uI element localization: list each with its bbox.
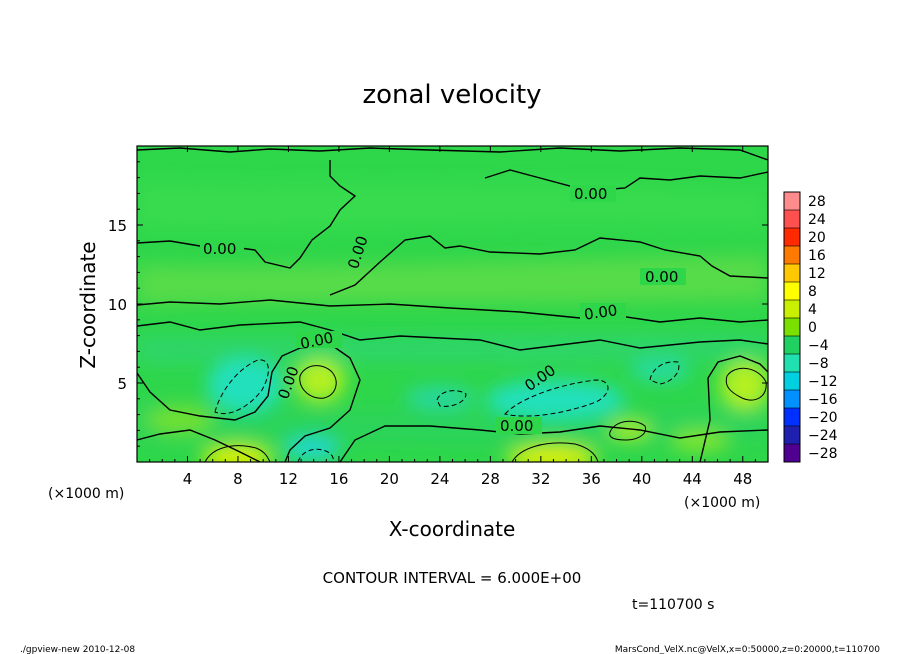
x-tick-label: 48 xyxy=(733,470,752,488)
x-tick-label: 20 xyxy=(380,470,399,488)
colorbar-label: 12 xyxy=(808,266,826,282)
contour-negative-cell-3 xyxy=(649,361,680,385)
colorbar-label: 0 xyxy=(808,320,817,336)
colorbar-swatch xyxy=(784,354,800,372)
time-label: t=110700 s xyxy=(632,597,714,613)
shade-positive-7 xyxy=(670,428,730,452)
contour-zero-mid xyxy=(137,299,768,323)
colorbar-swatch xyxy=(784,408,800,426)
x-tick-label: 8 xyxy=(233,470,243,488)
contour-label: 0.00 xyxy=(500,417,533,435)
contour-negative-lines xyxy=(214,359,680,462)
contour-zero-upper-right xyxy=(484,169,768,191)
colorbar-label: −28 xyxy=(808,446,838,462)
plot-area: 0.00 0.00 0.00 0.00 0.00 0.00 0.00 0.00 … xyxy=(137,146,768,462)
x-tick-label: 12 xyxy=(279,470,298,488)
contour-zero-bottom-left xyxy=(137,429,261,462)
x-axis: 4 8 12 16 20 24 28 32 36 40 44 48 xyxy=(149,146,756,488)
contour-negative-cell-5 xyxy=(297,448,334,462)
colorbar-frame xyxy=(783,191,801,463)
y-tick-label: 15 xyxy=(108,217,127,235)
colorbar-swatch xyxy=(784,300,800,318)
colorbar-swatch xyxy=(784,426,800,444)
colorbar-label: −8 xyxy=(808,356,829,372)
shade-positive-4 xyxy=(507,444,597,462)
contour-negative-cell-4 xyxy=(436,390,467,407)
colorbar-swatch xyxy=(784,228,800,246)
y-tick-label: 10 xyxy=(108,296,127,314)
shade-negative-3 xyxy=(630,358,690,382)
colorbar-swatch xyxy=(784,390,800,408)
shading-field xyxy=(137,180,768,462)
contour-negative-cell-1 xyxy=(214,359,269,414)
contour-label: 0.00 xyxy=(645,268,678,286)
contour-negative-cell-2 xyxy=(504,379,609,417)
colorbar-label: 28 xyxy=(808,194,826,210)
colorbar-label: 20 xyxy=(808,230,826,246)
shade-positive-2 xyxy=(720,360,768,410)
shade-band-mid-light xyxy=(137,255,768,305)
shade-negative-1 xyxy=(207,357,283,413)
colorbar: 28 24 20 16 12 8 4 0 −4 −8 −12 −16 −20 −24 −28 xyxy=(783,191,838,463)
contour-positive-cell-2 xyxy=(725,367,767,401)
contour-zero-top xyxy=(137,147,768,161)
y-axis-label: Z-coordinate xyxy=(76,241,100,368)
colorbar-swatch xyxy=(784,372,800,390)
y-tick-label: 5 xyxy=(117,375,127,393)
x-tick-label: 4 xyxy=(183,470,193,488)
y-axis: 5 10 15 xyxy=(108,161,768,447)
colorbar-label: −24 xyxy=(808,428,838,444)
x-unit-label: (×1000 m) xyxy=(48,486,124,502)
shade-positive-1 xyxy=(295,358,345,402)
shade-positive-6 xyxy=(145,405,215,435)
x-tick-label: 16 xyxy=(329,470,348,488)
contour-zero-right xyxy=(699,355,768,462)
shade-positive-5 xyxy=(608,420,652,440)
contour-positive-cell-3 xyxy=(204,445,271,462)
x-tick-label: 40 xyxy=(632,470,651,488)
footer-right: MarsCond_VelX.nc@VelX,x=0:50000,z=0:2000… xyxy=(615,645,880,654)
colorbar-swatch xyxy=(784,264,800,282)
contour-interval: CONTOUR INTERVAL = 6.000E+00 xyxy=(323,569,582,587)
chart-title: zonal velocity xyxy=(362,80,541,110)
colorbar-swatch xyxy=(784,336,800,354)
colorbar-label: 4 xyxy=(808,302,817,318)
contour-label: 0.00 xyxy=(574,185,607,203)
x-tick-label: 32 xyxy=(531,470,550,488)
contour-positive-cell-4 xyxy=(511,442,599,462)
colorbar-label: 16 xyxy=(808,248,826,264)
contour-positive-cell-5 xyxy=(609,420,647,441)
contour-positive-cell-1 xyxy=(299,365,337,399)
contour-label: 0.00 xyxy=(203,240,236,258)
footer-left: ./gpview-new 2010-12-08 xyxy=(20,645,135,654)
x-tick-label: 36 xyxy=(582,470,601,488)
shade-negative-5 xyxy=(405,386,475,410)
x-tick-label: 44 xyxy=(683,470,702,488)
colorbar-label: −20 xyxy=(808,410,838,426)
colorbar-swatch xyxy=(784,210,800,228)
colorbar-label: 8 xyxy=(808,284,817,300)
colorbar-label: 24 xyxy=(808,212,826,228)
shade-band-upper xyxy=(137,180,768,232)
colorbar-label: −12 xyxy=(808,374,838,390)
colorbar-swatch xyxy=(784,192,800,210)
x-tick-label: 24 xyxy=(430,470,449,488)
y-unit-label: (×1000 m) xyxy=(684,495,760,511)
colorbar-swatch xyxy=(784,246,800,264)
colorbar-swatch xyxy=(784,282,800,300)
colorbar-swatch xyxy=(784,444,800,462)
x-tick-label: 28 xyxy=(481,470,500,488)
contour-zero-central xyxy=(329,235,768,296)
colorbar-swatch xyxy=(784,318,800,336)
shade-negative-2 xyxy=(485,380,625,420)
colorbar-label: −16 xyxy=(808,392,838,408)
x-axis-label: X-coordinate xyxy=(389,517,516,541)
contour-label: 0.00 xyxy=(583,301,619,323)
contour-zero-lower xyxy=(137,343,361,462)
shade-positive-3 xyxy=(202,444,272,462)
contour-zero-lower-mid xyxy=(137,321,768,351)
colorbar-label: −4 xyxy=(808,338,829,354)
